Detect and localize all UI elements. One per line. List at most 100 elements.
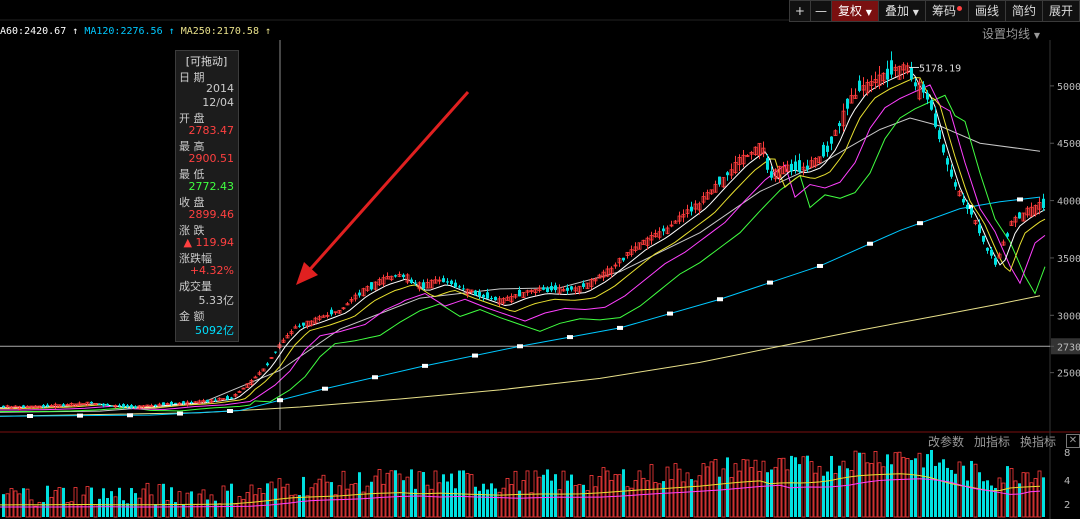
candle-body-down [982, 235, 985, 242]
candle-body-down [934, 113, 937, 127]
candle-body-down [726, 172, 729, 176]
ma120-marker [717, 297, 723, 302]
volume-bar-down [994, 487, 997, 517]
candle-body-up [53, 403, 58, 408]
candle-body-down [546, 287, 549, 293]
volume-bar-up [613, 474, 618, 518]
volume-bar-up [749, 467, 754, 518]
switch-indicator-button[interactable]: 换指标 [1019, 435, 1056, 449]
zoom-out-button[interactable]: — [809, 0, 832, 22]
volume-bar-up [405, 476, 410, 518]
candle-body-up [77, 402, 82, 406]
candle-body-up [861, 85, 866, 91]
candle-body-down [946, 158, 949, 165]
expand-button[interactable]: 展开 [1041, 0, 1080, 22]
volume-bar-up [649, 464, 654, 518]
volume-bar-up [577, 484, 582, 518]
volume-bar-down [978, 472, 981, 517]
volume-bar-up [901, 456, 906, 518]
candle-body-up [917, 81, 922, 100]
candle-body-up [813, 157, 818, 167]
candle-body-up [757, 142, 762, 156]
volume-bar-up [1021, 472, 1026, 518]
simple-mode-button[interactable]: 简约 [1004, 0, 1043, 22]
volume-bar-up [1025, 472, 1030, 518]
candle-body-down [454, 282, 457, 287]
volume-bar-down [298, 495, 301, 517]
candle-body-up [201, 400, 206, 403]
candle-body-down [106, 403, 109, 406]
ma120-marker [1017, 197, 1023, 202]
draw-line-button[interactable]: 画线 [967, 0, 1006, 22]
candle-body-up [785, 164, 790, 172]
candle-body-up [753, 146, 758, 155]
candle-body-down [162, 402, 165, 406]
ma250-legend: MA250:2170.58 [180, 26, 259, 37]
volume-bar-down [826, 471, 829, 517]
volume-bar-up [573, 485, 578, 518]
volume-bar-down [494, 488, 497, 517]
ma-line-ma5 [0, 70, 1046, 409]
candle-body-up [269, 357, 274, 359]
candle-body-down [954, 182, 957, 187]
candle-body-up [193, 401, 198, 404]
chevron-down-icon: ▼ [912, 8, 919, 17]
ma120-marker [27, 414, 33, 419]
ma120-marker [917, 221, 923, 226]
volume-bar-up [881, 466, 886, 518]
y-tick-label: 5000 [1057, 82, 1080, 93]
candle-body-down [130, 405, 133, 408]
candle-body-up [529, 289, 534, 293]
candle-body-up [185, 401, 190, 406]
volume-bar-down [394, 470, 397, 517]
volume-bar-down [422, 472, 425, 517]
price-tooltip[interactable]: [可拖动] 日 期 2014 12/04 开 盘 2783.47 最 高 290… [175, 50, 239, 342]
ma120-marker [127, 413, 133, 418]
ma-settings-button[interactable]: 设置均线 ▼ [982, 25, 1040, 42]
candle-body-down [766, 158, 769, 170]
ma-line-ma60 [0, 117, 1041, 413]
volume-bar-down [622, 469, 625, 517]
zoom-in-button[interactable]: + [788, 0, 811, 22]
candle-body-up [1013, 216, 1018, 223]
arrow-up-icon: ↑ [72, 26, 79, 37]
volume-bar-up [685, 472, 690, 518]
volume-bar-up [69, 501, 74, 518]
candle-body-down [886, 68, 889, 80]
edit-params-button[interactable]: 改参数 [927, 435, 964, 449]
volume-bar-down [1042, 477, 1045, 517]
candle-body-up [501, 298, 506, 304]
ma120-marker [867, 241, 873, 246]
candle-body-up [881, 72, 886, 82]
volume-bar-up [593, 486, 598, 518]
ma120-marker [817, 263, 823, 268]
candle-body-up [165, 403, 170, 405]
chips-button[interactable]: 筹码 [924, 0, 969, 22]
volume-bar-up [701, 463, 706, 518]
volume-bar-up [681, 481, 686, 518]
fuquan-button[interactable]: 复权 ▼ [830, 0, 879, 22]
volume-bar-up [721, 468, 726, 518]
candle-body-down [46, 404, 49, 407]
volume-bar-down [170, 487, 173, 517]
overlay-button[interactable]: 叠加 ▼ [877, 0, 926, 22]
ma120-marker [517, 344, 523, 349]
volume-bar-up [557, 489, 562, 518]
candle-body-up [313, 317, 318, 324]
volume-tick-label: 4 [1064, 476, 1070, 487]
candle-body-up [237, 391, 242, 393]
close-icon[interactable]: ✕ [1066, 434, 1080, 448]
add-indicator-button[interactable]: 加指标 [973, 435, 1010, 449]
candle-body-up [497, 298, 502, 305]
candle-body-down [298, 325, 301, 327]
volume-bar-up [665, 466, 670, 518]
volume-bar-up [425, 484, 430, 518]
volume-bar-up [333, 494, 338, 518]
candle-body-up [285, 334, 290, 339]
candle-body-down [226, 396, 229, 400]
candle-body-up [417, 282, 422, 290]
candle-body-up [249, 380, 254, 385]
candle-body-up [405, 274, 410, 283]
volume-bar-up [869, 463, 874, 518]
